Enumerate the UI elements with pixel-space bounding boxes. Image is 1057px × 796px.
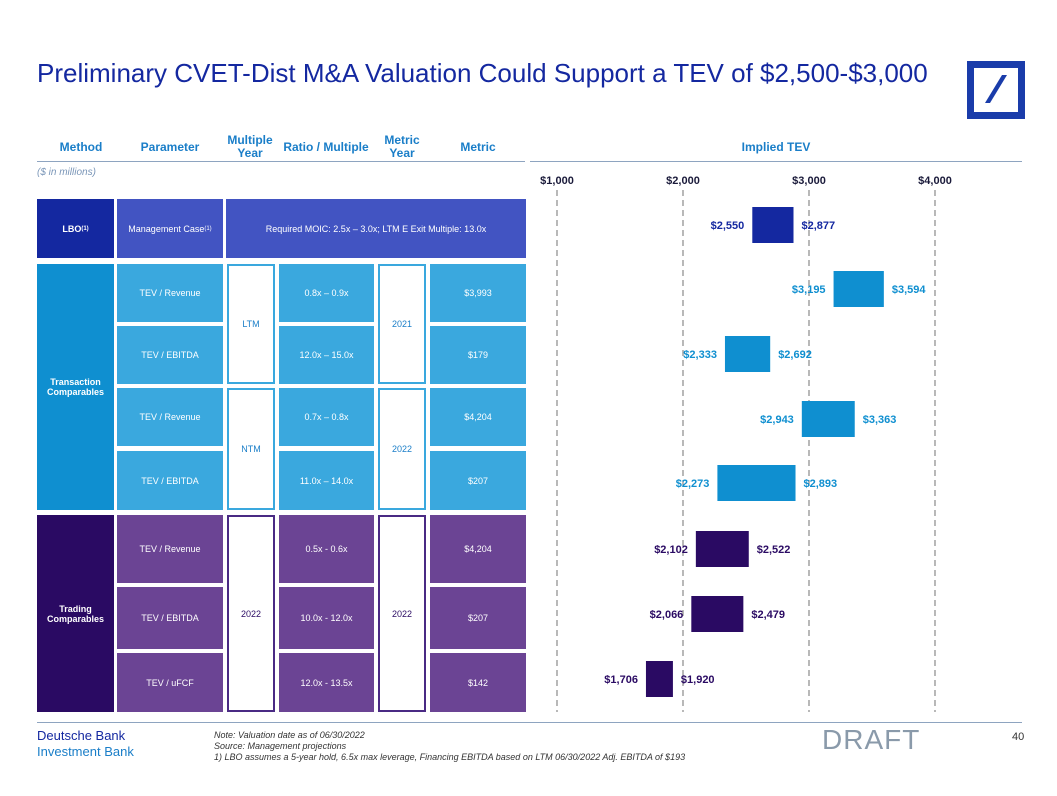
tr-param-2: TEV / EBITDA	[117, 326, 223, 384]
tev-high-label: $3,594	[892, 284, 927, 296]
tev-range-bar	[801, 401, 855, 437]
footnote-valuation-date: Note: Valuation date as of 06/30/2022	[214, 730, 365, 740]
tr-param-3: TEV / Revenue	[117, 388, 223, 446]
tev-high-label: $2,479	[751, 609, 785, 621]
header-parameter: Parameter	[140, 140, 200, 154]
tev-low-label: $2,066	[650, 609, 684, 621]
footnote-lbo: 1) LBO assumes a 5-year hold, 6.5x max l…	[214, 752, 686, 762]
page-title: Preliminary CVET-Dist M&A Valuation Coul…	[37, 58, 928, 88]
header-metric: Metric	[460, 140, 496, 154]
tr-metric-year-2022: 2022	[378, 388, 426, 510]
tev-low-label: $2,102	[654, 544, 688, 556]
tc-multiple-year: 2022	[227, 515, 275, 712]
x-tick-label: $1,000	[540, 175, 574, 187]
brand-name: Deutsche Bank	[37, 728, 126, 743]
tev-low-label: $2,550	[711, 220, 745, 232]
tev-range-bar	[724, 336, 771, 372]
tev-high-label: $2,692	[778, 349, 812, 361]
header-rule-left	[37, 161, 525, 162]
x-tick-label: $2,000	[666, 175, 700, 187]
tr-param-4: TEV / EBITDA	[117, 451, 223, 510]
tr-metric-3: $4,204	[430, 388, 526, 446]
x-tick-label: $4,000	[918, 175, 952, 187]
lbo-parameter-label: Management Case	[128, 223, 205, 234]
tr-param-1: TEV / Revenue	[117, 264, 223, 322]
footer-rule	[37, 722, 1022, 723]
units-note: ($ in millions)	[37, 167, 96, 178]
tc-metric-2: $207	[430, 587, 526, 649]
page-number: 40	[1012, 731, 1025, 743]
tr-multiple-year-ltm: LTM	[227, 264, 275, 384]
tev-low-label: $2,273	[676, 478, 710, 490]
tev-low-label: $2,333	[683, 349, 717, 361]
header-metric-year: Metric Year	[384, 133, 420, 160]
logo-slash-icon	[985, 75, 1007, 103]
header-implied-tev: Implied TEV	[741, 140, 811, 154]
draft-watermark: DRAFT	[822, 724, 921, 755]
tev-high-label: $2,893	[804, 478, 838, 490]
header-multiple-year: Multiple Year	[227, 133, 273, 160]
tev-range-bar	[833, 271, 884, 307]
tev-low-label: $1,706	[604, 674, 638, 686]
deutsche-bank-logo	[967, 61, 1025, 119]
method-lbo-footnote: (1)	[81, 225, 89, 232]
tev-high-label: $2,877	[802, 220, 836, 232]
tev-range-bar	[717, 465, 796, 501]
lbo-parameter: Management Case (1)	[117, 199, 223, 258]
tr-metric-1: $3,993	[430, 264, 526, 322]
tev-range-bar	[695, 531, 749, 567]
tev-range-bar	[752, 207, 794, 243]
tr-ratio-1: 0.8x – 0.9x	[279, 264, 374, 322]
header-rule-right	[530, 161, 1022, 162]
method-transaction: Transaction Comparables	[37, 264, 114, 510]
tev-high-label: $3,363	[863, 414, 897, 426]
tr-metric-4: $207	[430, 451, 526, 510]
footnote-source: Source: Management projections	[214, 741, 347, 751]
header-method: Method	[59, 140, 103, 154]
tr-multiple-year-ntm: NTM	[227, 388, 275, 510]
tev-high-label: $1,920	[681, 674, 715, 686]
tev-low-label: $2,943	[760, 414, 794, 426]
method-lbo-label: LBO	[62, 223, 82, 234]
tr-metric-year-2021: 2021	[378, 264, 426, 384]
tc-param-3: TEV / uFCF	[117, 653, 223, 712]
tc-ratio-1: 0.5x - 0.6x	[279, 515, 374, 583]
tc-metric-1: $4,204	[430, 515, 526, 583]
tr-ratio-3: 0.7x – 0.8x	[279, 388, 374, 446]
lbo-description: Required MOIC: 2.5x – 3.0x; LTM E Exit M…	[226, 199, 526, 258]
tc-metric-year: 2022	[378, 515, 426, 712]
header-ratio: Ratio / Multiple	[283, 140, 369, 154]
tev-low-label: $3,195	[792, 284, 826, 296]
tr-ratio-4: 11.0x – 14.0x	[279, 451, 374, 510]
tev-range-bar	[645, 661, 673, 697]
tr-ratio-2: 12.0x – 15.0x	[279, 326, 374, 384]
tc-metric-3: $142	[430, 653, 526, 712]
tev-high-label: $2,522	[757, 544, 791, 556]
tc-param-2: TEV / EBITDA	[117, 587, 223, 649]
tc-ratio-3: 12.0x - 13.5x	[279, 653, 374, 712]
x-tick-label: $3,000	[792, 175, 826, 187]
method-lbo: LBO (1)	[37, 199, 114, 258]
tr-metric-2: $179	[430, 326, 526, 384]
tc-ratio-2: 10.0x - 12.0x	[279, 587, 374, 649]
tc-param-1: TEV / Revenue	[117, 515, 223, 583]
method-trading: Trading Comparables	[37, 515, 114, 712]
brand-division: Investment Bank	[37, 744, 134, 759]
lbo-parameter-footnote: (1)	[204, 225, 212, 232]
tev-range-bar	[691, 596, 744, 632]
